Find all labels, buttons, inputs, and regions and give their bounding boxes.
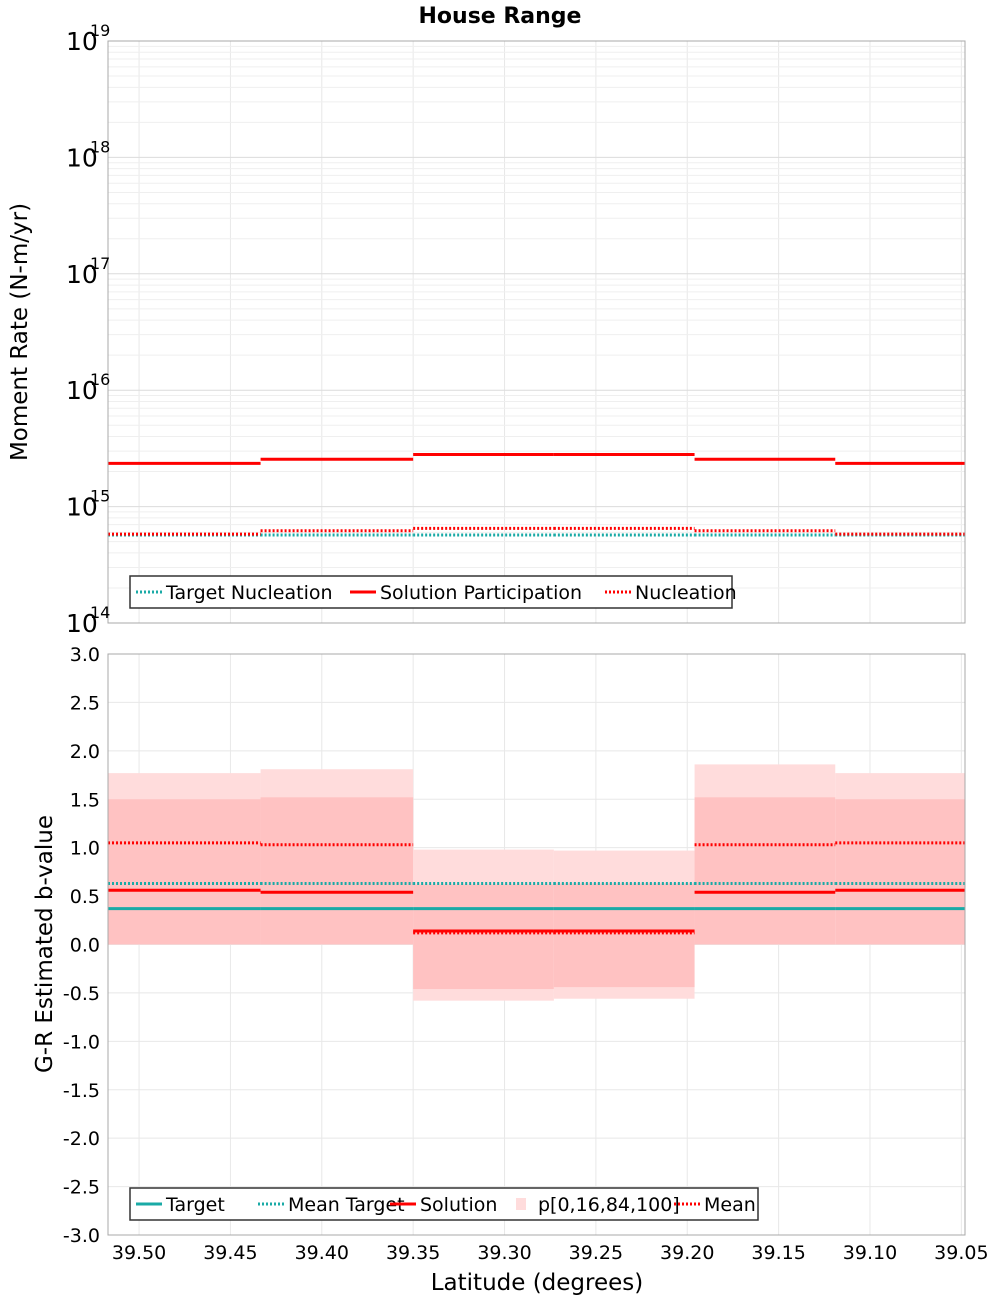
top-y-tick-exp: 16 <box>90 370 110 389</box>
bottom-x-ticks: 39.50 39.45 39.40 39.35 39.30 39.25 39.20 39.15… <box>112 1242 989 1264</box>
bottom-y-tick-9: 1.5 <box>70 789 100 811</box>
top-y-tick-exp: 14 <box>90 603 110 622</box>
bottom-y-tick-3: -1.5 <box>63 1080 100 1102</box>
band-inner-4 <box>694 797 836 945</box>
bottom-legend-label-1: Mean Target <box>288 1194 405 1216</box>
top-y-tick-base: 10 <box>66 260 98 289</box>
bottom-series <box>108 841 965 935</box>
top-y-tick-base: 10 <box>66 493 98 522</box>
top-y-tick-base: 10 <box>66 376 98 405</box>
bottom-legend: Target Mean Target Solution p[0,16,84,100] M… <box>129 1187 759 1221</box>
top-legend-box <box>129 575 733 609</box>
bottom-y-tick-0: -3.0 <box>63 1225 100 1247</box>
band-inner-0 <box>108 799 261 945</box>
bottom-y-tick-8: 1.0 <box>70 838 100 860</box>
bottom-y-tick-12: 3.0 <box>70 644 100 666</box>
bottom-legend-label-4: Mean <box>704 1194 756 1216</box>
bottom-y-tick-4: -1.0 <box>63 1031 100 1053</box>
bottom-y-axis-label: G-R Estimated b-value <box>32 815 58 1073</box>
top-y-tick-base: 10 <box>66 27 98 56</box>
bottom-legend-label-0: Target <box>165 1194 225 1216</box>
top-legend: Target Nucleation Solution Participation N… <box>129 575 737 609</box>
bottom-y-tick-10: 2.0 <box>70 741 100 763</box>
bottom-y-tick-1: -2.5 <box>63 1177 100 1199</box>
bottom-plot-frame <box>107 653 966 1236</box>
x-tick-6: 39.20 <box>660 1242 714 1264</box>
band-inner-5 <box>835 799 965 945</box>
percentile-band <box>108 764 965 1001</box>
band-inner-1 <box>260 797 414 945</box>
top-legend-label-1: Solution Participation <box>380 582 582 604</box>
top-y-tick-exp: 15 <box>90 487 110 506</box>
bottom-legend-box <box>129 1187 759 1221</box>
x-tick-8: 39.10 <box>843 1242 897 1264</box>
x-tick-5: 39.25 <box>569 1242 623 1264</box>
x-tick-0: 39.50 <box>112 1242 166 1264</box>
top-y-tick-exp: 19 <box>90 21 110 40</box>
top-y-axis-label: Moment Rate (N-m/yr) <box>7 203 33 461</box>
chart-title: House Range <box>419 4 582 29</box>
bottom-y-tick-5: -0.5 <box>63 983 100 1005</box>
b-value-panel: -3.0 -2.5 -2.0 -1.5 -1.0 -0.5 0.0 0.5 1.0 1.5 2.0 2… <box>32 644 989 1296</box>
x-axis-label: Latitude (degrees) <box>431 1270 644 1296</box>
x-tick-7: 39.15 <box>751 1242 805 1264</box>
bottom-legend-label-3: p[0,16,84,100] <box>538 1194 680 1216</box>
band-inner-2 <box>413 884 554 990</box>
x-tick-4: 39.30 <box>477 1242 531 1264</box>
bottom-y-tick-11: 2.5 <box>70 692 100 714</box>
x-tick-9: 39.05 <box>934 1242 988 1264</box>
top-legend-label-2: Nucleation <box>635 582 737 604</box>
bottom-legend-swatch-3 <box>516 1198 526 1210</box>
x-tick-1: 39.45 <box>203 1242 257 1264</box>
top-y-tick-base: 10 <box>66 143 98 172</box>
top-y-tick-exp: 17 <box>90 254 110 273</box>
bottom-y-tick-6: 0.0 <box>70 935 100 957</box>
band-inner-3 <box>553 883 695 988</box>
top-series <box>108 453 965 537</box>
top-y-tick-exp: 18 <box>90 137 110 156</box>
bottom-legend-label-2: Solution <box>420 1194 497 1216</box>
bottom-y-ticks: -3.0 -2.5 -2.0 -1.5 -1.0 -0.5 0.0 0.5 1.0 1.5 2.0 2… <box>63 644 100 1247</box>
top-y-tick-base: 10 <box>66 609 98 638</box>
x-tick-3: 39.35 <box>386 1242 440 1264</box>
x-tick-2: 39.40 <box>295 1242 349 1264</box>
bottom-y-tick-2: -2.0 <box>63 1128 100 1150</box>
top-legend-label-0: Target Nucleation <box>165 582 333 604</box>
bottom-y-tick-7: 0.5 <box>70 886 100 908</box>
top-plot-frame <box>107 40 966 624</box>
